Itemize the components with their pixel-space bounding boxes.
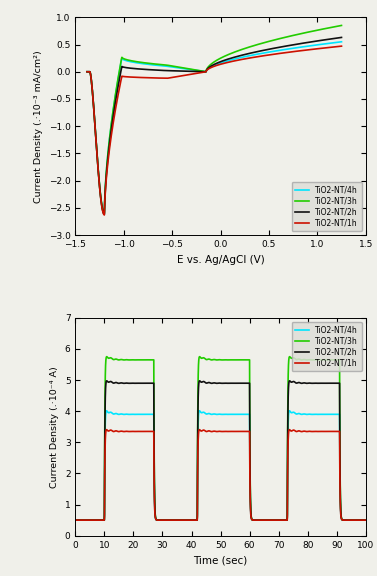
Line: TiO2-NT/4h: TiO2-NT/4h <box>87 42 342 213</box>
Line: TiO2-NT/3h: TiO2-NT/3h <box>75 357 366 520</box>
TiO2-NT/1h <box>89 517 93 524</box>
TiO2-NT/2h <box>197 68 202 75</box>
TiO2-NT/3h <box>188 66 192 73</box>
TiO2-NT/4h <box>339 39 344 46</box>
Line: TiO2-NT/2h: TiO2-NT/2h <box>75 381 366 520</box>
TiO2-NT/3h <box>73 517 78 524</box>
Y-axis label: Current Density (.·10⁻⁴ A): Current Density (.·10⁻⁴ A) <box>50 366 59 488</box>
TiO2-NT/2h <box>73 517 78 524</box>
TiO2-NT/2h <box>312 380 317 386</box>
TiO2-NT/1h <box>288 48 293 55</box>
TiO2-NT/4h <box>188 66 192 73</box>
TiO2-NT/1h <box>73 517 78 524</box>
TiO2-NT/3h <box>284 34 288 41</box>
TiO2-NT/4h <box>102 210 107 217</box>
Y-axis label: Current Density (.·10⁻³ mA/cm²): Current Density (.·10⁻³ mA/cm²) <box>34 50 43 203</box>
X-axis label: E vs. Ag/AgCl (V): E vs. Ag/AgCl (V) <box>177 255 264 264</box>
Legend: TiO2-NT/4h, TiO2-NT/3h, TiO2-NT/2h, TiO2-NT/1h: TiO2-NT/4h, TiO2-NT/3h, TiO2-NT/2h, TiO2… <box>292 182 362 232</box>
TiO2-NT/1h <box>99 517 104 524</box>
TiO2-NT/4h <box>260 50 264 57</box>
TiO2-NT/2h <box>80 517 84 524</box>
TiO2-NT/3h <box>363 517 368 524</box>
Line: TiO2-NT/2h: TiO2-NT/2h <box>87 37 342 214</box>
TiO2-NT/1h <box>248 484 252 491</box>
TiO2-NT/4h <box>104 407 109 414</box>
Legend: TiO2-NT/4h, TiO2-NT/3h, TiO2-NT/2h, TiO2-NT/1h: TiO2-NT/4h, TiO2-NT/3h, TiO2-NT/2h, TiO2… <box>292 321 362 371</box>
TiO2-NT/1h <box>363 517 368 524</box>
TiO2-NT/3h <box>260 40 264 47</box>
TiO2-NT/1h <box>111 119 115 126</box>
TiO2-NT/2h <box>248 467 252 473</box>
TiO2-NT/3h <box>80 517 84 524</box>
TiO2-NT/1h <box>197 69 202 76</box>
TiO2-NT/4h <box>312 411 317 418</box>
TiO2-NT/4h <box>73 517 78 524</box>
TiO2-NT/3h <box>102 210 107 217</box>
TiO2-NT/1h <box>260 52 264 59</box>
TiO2-NT/3h <box>99 517 104 524</box>
TiO2-NT/2h <box>111 112 115 119</box>
Line: TiO2-NT/4h: TiO2-NT/4h <box>75 411 366 520</box>
TiO2-NT/2h <box>102 211 107 218</box>
TiO2-NT/4h <box>248 478 252 484</box>
TiO2-NT/4h <box>181 517 185 524</box>
TiO2-NT/3h <box>312 357 317 363</box>
TiO2-NT/4h <box>85 69 89 75</box>
TiO2-NT/1h <box>102 211 107 218</box>
TiO2-NT/1h <box>312 428 317 435</box>
TiO2-NT/3h <box>339 22 344 29</box>
TiO2-NT/2h <box>188 68 192 75</box>
TiO2-NT/4h <box>99 517 104 524</box>
TiO2-NT/4h <box>80 517 84 524</box>
TiO2-NT/1h <box>181 517 185 524</box>
TiO2-NT/3h <box>248 458 252 465</box>
TiO2-NT/4h <box>89 517 93 524</box>
TiO2-NT/3h <box>111 106 115 113</box>
TiO2-NT/3h <box>181 517 185 524</box>
TiO2-NT/1h <box>188 71 192 78</box>
TiO2-NT/2h <box>99 517 104 524</box>
TiO2-NT/1h <box>85 69 89 75</box>
TiO2-NT/2h <box>85 69 89 75</box>
TiO2-NT/1h <box>339 43 344 50</box>
TiO2-NT/2h <box>260 47 264 54</box>
TiO2-NT/4h <box>288 45 293 52</box>
TiO2-NT/4h <box>284 46 288 53</box>
TiO2-NT/1h <box>284 49 288 56</box>
TiO2-NT/2h <box>288 42 293 49</box>
TiO2-NT/1h <box>104 426 109 433</box>
Line: TiO2-NT/1h: TiO2-NT/1h <box>87 46 342 215</box>
TiO2-NT/3h <box>197 67 202 74</box>
TiO2-NT/2h <box>89 517 93 524</box>
TiO2-NT/4h <box>111 107 115 113</box>
TiO2-NT/4h <box>363 517 368 524</box>
TiO2-NT/4h <box>197 67 202 74</box>
Line: TiO2-NT/1h: TiO2-NT/1h <box>75 430 366 520</box>
TiO2-NT/2h <box>181 517 185 524</box>
TiO2-NT/3h <box>104 353 109 360</box>
TiO2-NT/1h <box>80 517 84 524</box>
TiO2-NT/2h <box>339 34 344 41</box>
TiO2-NT/2h <box>363 517 368 524</box>
Line: TiO2-NT/3h: TiO2-NT/3h <box>87 25 342 213</box>
TiO2-NT/3h <box>89 517 93 524</box>
X-axis label: Time (sec): Time (sec) <box>193 555 248 565</box>
TiO2-NT/2h <box>284 43 288 50</box>
TiO2-NT/3h <box>85 69 89 75</box>
TiO2-NT/3h <box>288 33 293 40</box>
TiO2-NT/2h <box>104 377 109 384</box>
